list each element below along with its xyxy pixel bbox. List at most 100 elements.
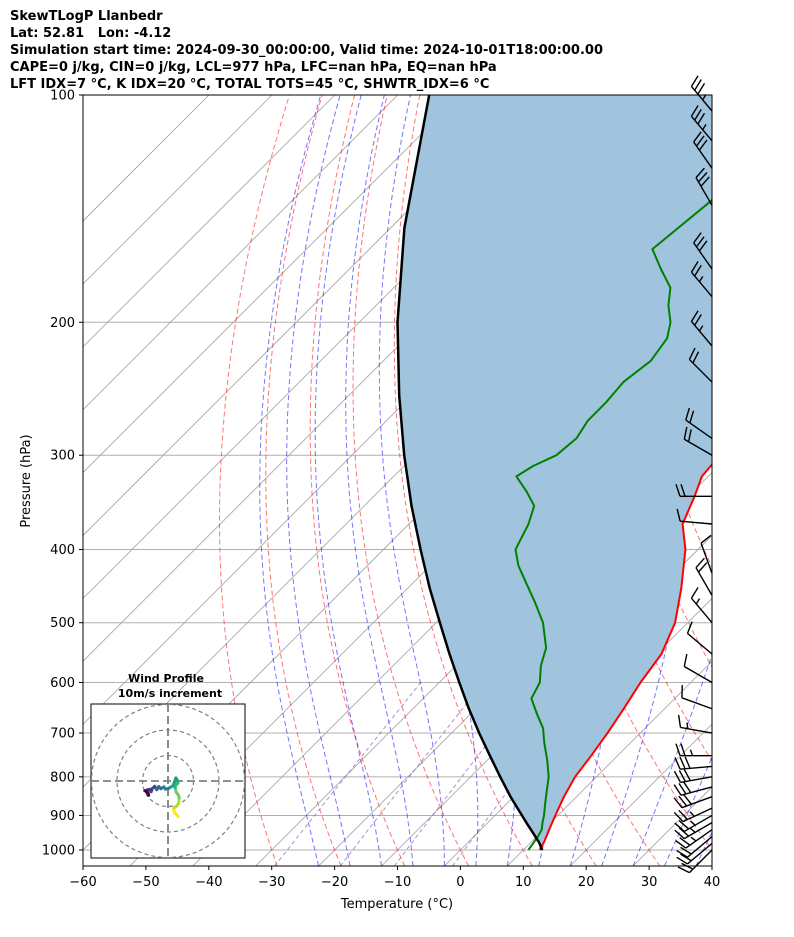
wind-barb-flag bbox=[695, 236, 705, 248]
wind-barb-shaft bbox=[687, 632, 713, 655]
y-tick-label: 900 bbox=[50, 809, 75, 824]
wind-barb-flag bbox=[700, 534, 712, 544]
x-tick-label: 20 bbox=[578, 875, 595, 890]
wind-barb-flag bbox=[678, 820, 690, 830]
wind-barb-flag bbox=[694, 79, 702, 91]
wind-barb bbox=[681, 685, 713, 710]
wind-barb-flag bbox=[697, 112, 706, 125]
wind-barb-shaft bbox=[690, 597, 713, 624]
sounding-profiles bbox=[396, 95, 712, 851]
isotherm-line bbox=[83, 95, 273, 285]
wind-barb-shaft bbox=[690, 321, 713, 347]
wind-barb bbox=[675, 743, 712, 757]
wind-barb bbox=[674, 814, 713, 833]
wind-barb bbox=[674, 822, 713, 840]
dry-adiabat-line bbox=[713, 95, 794, 866]
wind-barb-half-flag bbox=[695, 598, 701, 605]
isotherm-line bbox=[83, 95, 524, 537]
wind-barb bbox=[675, 829, 713, 849]
isotherm-line bbox=[83, 95, 336, 348]
x-axis-label: Temperature (°C) bbox=[340, 897, 453, 912]
parcel-line bbox=[396, 95, 544, 851]
wind-barb-flag bbox=[694, 264, 702, 277]
wind-barb-flag bbox=[673, 770, 682, 783]
moist-adiabat-line bbox=[314, 95, 382, 866]
wind-barb bbox=[683, 426, 713, 456]
wind-barb bbox=[677, 714, 713, 734]
location-coordinates: Lat: 52.81 Lon: -4.12 bbox=[10, 26, 172, 41]
wind-barb-shaft bbox=[690, 86, 713, 112]
wind-barb bbox=[700, 534, 713, 574]
wind-barb-flag bbox=[690, 75, 699, 87]
dry-adiabat-line bbox=[352, 95, 469, 866]
x-tick-label: 0 bbox=[456, 875, 464, 890]
wind-barb-shaft bbox=[680, 776, 713, 784]
wind-barb-flag bbox=[695, 557, 705, 569]
wind-barb bbox=[688, 347, 713, 383]
wind-barb-flag bbox=[675, 839, 687, 849]
wind-barb-shaft bbox=[687, 836, 713, 858]
wind-barb-half-flag bbox=[689, 820, 696, 826]
wind-barb-flag bbox=[686, 621, 693, 634]
wind-barb-shaft bbox=[690, 271, 713, 298]
wind-barb-flag bbox=[682, 793, 692, 805]
wind-barb-shaft bbox=[695, 567, 713, 596]
wind-barb-flag bbox=[683, 653, 688, 667]
wind-barb-flag bbox=[692, 351, 700, 364]
x-tick-label: −20 bbox=[321, 875, 348, 890]
wind-barb bbox=[693, 232, 713, 270]
moist-adiabat-line bbox=[259, 95, 322, 866]
wind-barb-shaft bbox=[682, 807, 713, 823]
wind-barb-flag bbox=[697, 83, 706, 95]
hodograph-inset: Wind Profile 10m/s increment bbox=[90, 672, 246, 859]
hodograph-subtitle: 10m/s increment bbox=[118, 687, 222, 700]
wind-barb bbox=[690, 587, 713, 624]
x-tick-label: −10 bbox=[384, 875, 411, 890]
wind-barb-flag bbox=[678, 809, 689, 820]
mixing-ratio-line bbox=[274, 682, 422, 866]
wind-barb-flag bbox=[678, 782, 687, 795]
dry-adiabat-line bbox=[265, 95, 342, 866]
wind-barb bbox=[686, 621, 713, 655]
wind-barbs bbox=[673, 75, 713, 874]
wind-barb-half-flag bbox=[689, 749, 694, 756]
dry-adiabat-line bbox=[778, 95, 794, 866]
x-tick-label: 30 bbox=[641, 875, 658, 890]
wind-barb-flag bbox=[683, 781, 692, 794]
wind-barb-shaft bbox=[683, 665, 713, 684]
wind-barb-flag bbox=[698, 139, 708, 151]
y-tick-label: 300 bbox=[50, 449, 75, 464]
hodograph-plot bbox=[91, 704, 245, 858]
wind-barb-shaft bbox=[700, 542, 713, 574]
x-tick-label: −60 bbox=[69, 875, 96, 890]
wind-barb bbox=[675, 484, 712, 497]
wind-barb-flag bbox=[675, 743, 681, 756]
wind-barb-half-flag bbox=[690, 836, 697, 842]
moist-adiabat-line bbox=[632, 653, 712, 866]
moist-adiabat-line bbox=[345, 95, 414, 866]
wind-barb bbox=[693, 131, 713, 169]
wind-barb bbox=[695, 557, 713, 596]
wind-barb-flag bbox=[694, 314, 702, 326]
wind-barb-flag bbox=[674, 822, 685, 832]
wind-barb-flag bbox=[695, 167, 705, 179]
wind-barb-flag bbox=[685, 407, 691, 421]
wind-barb-flag bbox=[688, 347, 696, 360]
wind-barb-flag bbox=[679, 756, 686, 770]
temperature-line bbox=[538, 462, 712, 851]
wind-barb-flag bbox=[690, 105, 699, 117]
wind-barb bbox=[677, 849, 713, 874]
wind-barb-flag bbox=[695, 135, 705, 147]
simulation-times: Simulation start time: 2024-09-30_00:00:… bbox=[10, 43, 603, 58]
wind-barb bbox=[690, 310, 713, 347]
wind-barb-shaft bbox=[688, 358, 713, 383]
wind-barb-flag bbox=[680, 853, 692, 862]
wind-barb-flag bbox=[690, 310, 699, 322]
x-tick-label: −30 bbox=[258, 875, 285, 890]
wind-barb-half-flag bbox=[702, 94, 707, 101]
wind-barb-half-flag bbox=[686, 722, 689, 729]
wind-barb-flag bbox=[697, 562, 708, 573]
wind-barb-flag bbox=[679, 837, 691, 846]
wind-barb-flag bbox=[694, 108, 702, 121]
wind-barb bbox=[674, 756, 713, 770]
